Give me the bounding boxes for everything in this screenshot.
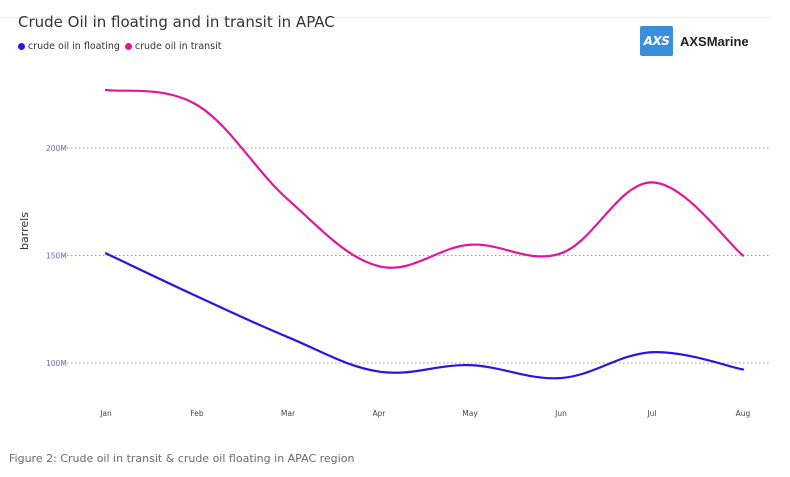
x-tick-label: Jun — [554, 409, 567, 418]
x-tick-label: Jul — [646, 409, 656, 418]
legend-label: crude oil in floating — [28, 41, 120, 52]
chart-title: Crude Oil in floating and in transit in … — [18, 13, 335, 31]
logo-badge: AXS — [640, 26, 673, 56]
data-point — [559, 376, 563, 380]
axsmarine-logo: AXS AXSMarine — [640, 26, 749, 56]
data-point — [377, 265, 381, 268]
y-tick-label: 100M — [46, 359, 67, 368]
data-point — [741, 254, 745, 257]
x-tick-label: May — [462, 409, 478, 418]
data-point — [468, 364, 472, 367]
data-point — [650, 181, 654, 184]
y-tick-label: 150M — [46, 252, 67, 261]
x-tick-label: Apr — [373, 409, 387, 418]
x-tick-label: Jan — [99, 409, 112, 418]
series-line-transit — [104, 88, 745, 269]
y-axis-title: barrels — [18, 212, 31, 250]
x-tick-label: Aug — [736, 409, 751, 418]
data-point — [104, 88, 108, 92]
data-point — [650, 351, 654, 354]
y-tick-label: 200M — [46, 144, 67, 153]
data-point — [377, 370, 381, 373]
data-point — [104, 252, 108, 255]
data-point — [468, 243, 472, 246]
legend-marker — [124, 43, 132, 50]
series-line-floating — [104, 252, 745, 380]
figure-caption: Figure 2: Crude oil in transit & crude o… — [9, 452, 355, 465]
data-point — [286, 198, 290, 201]
data-point — [559, 252, 563, 255]
legend-label: crude oil in transit — [134, 41, 222, 52]
legend: crude oil in floating crude oil in transi… — [18, 41, 227, 52]
logo-text: AXSMarine — [680, 33, 749, 49]
x-tick-label: Mar — [281, 409, 296, 418]
x-tick-label: Feb — [190, 409, 204, 418]
data-point — [741, 368, 745, 371]
line-chart: 100M 150M 200M barrels Jan Feb Mar Apr May Jun Jul… — [18, 88, 770, 418]
data-point — [195, 103, 199, 107]
legend-item: crude oil in floating — [18, 41, 120, 52]
data-point — [195, 295, 199, 298]
data-point — [286, 336, 290, 339]
legend-item: crude oil in transit — [124, 41, 222, 52]
legend-marker — [18, 43, 25, 50]
top-divider — [0, 17, 770, 18]
